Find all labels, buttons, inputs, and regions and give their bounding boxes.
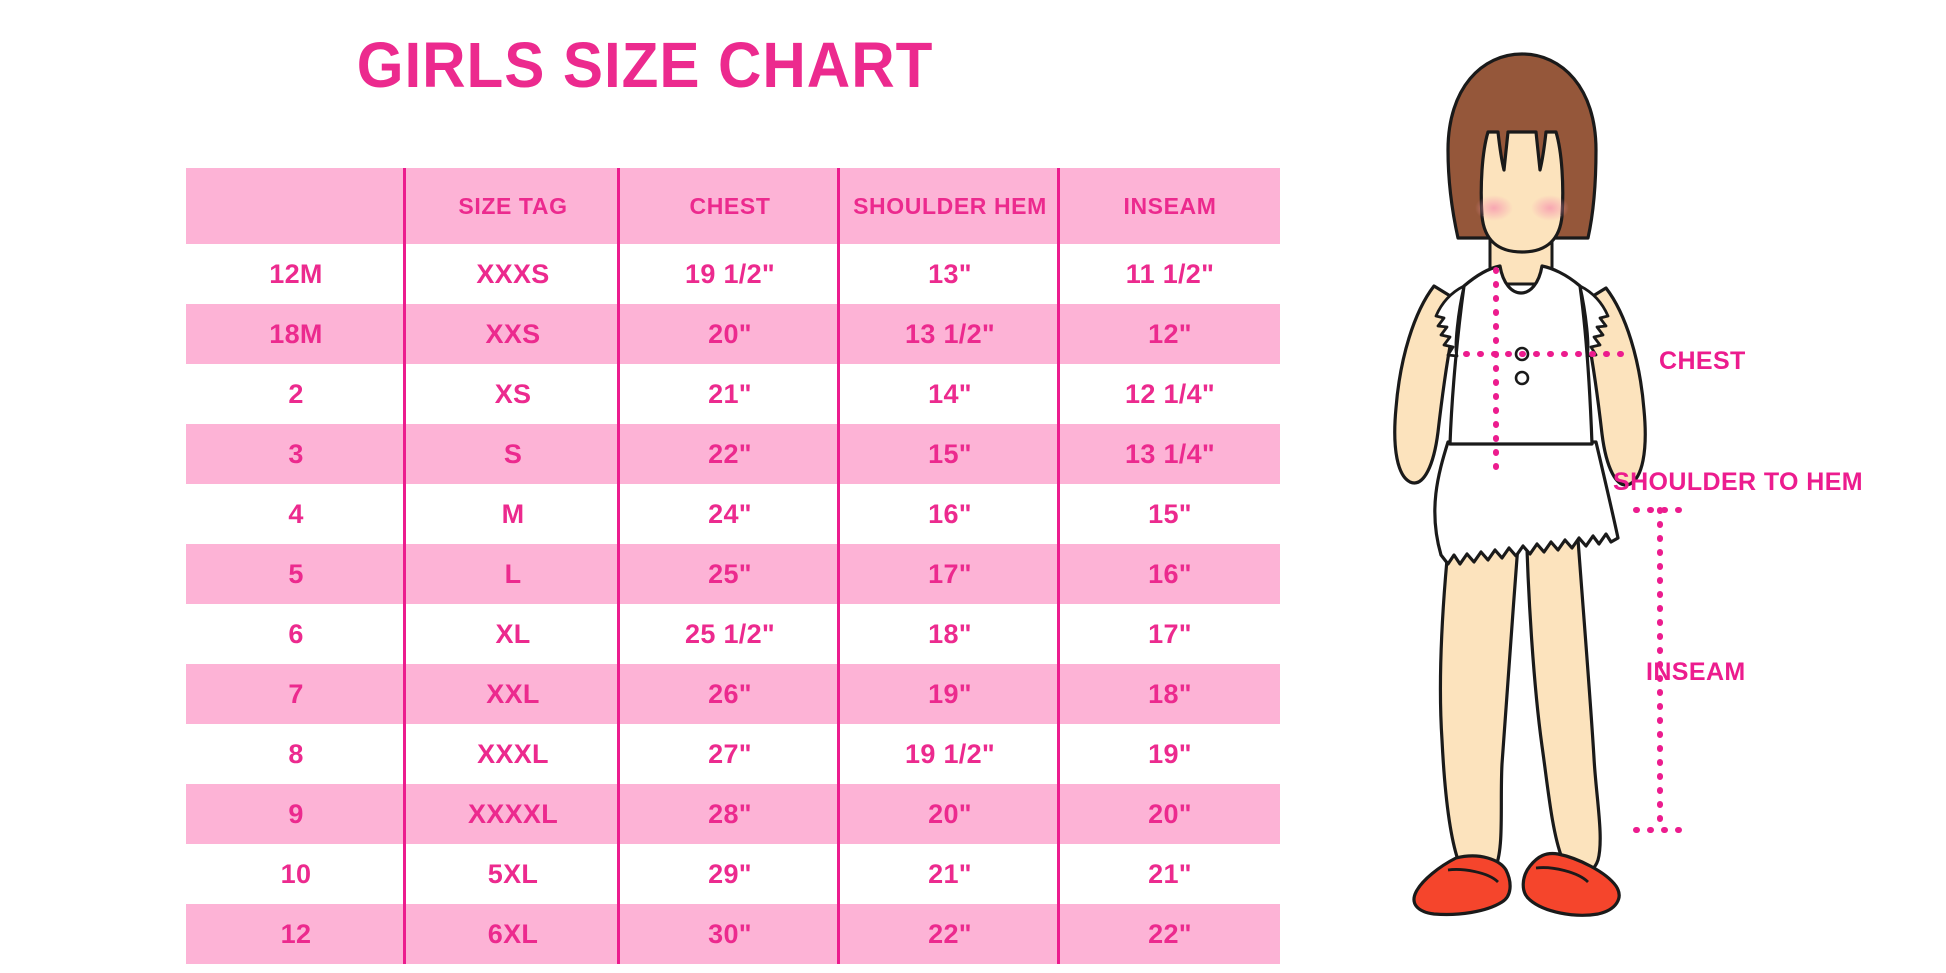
cell-inseam: 12" (1060, 304, 1280, 364)
cell-chest: 20" (620, 304, 840, 364)
table-row: 5 L 25" 17" 16" (186, 544, 1280, 604)
cell-shoulder-hem: 19" (840, 664, 1060, 724)
cell-chest: 24" (620, 484, 840, 544)
cell-size: 2 (186, 364, 406, 424)
cell-size: 3 (186, 424, 406, 484)
cell-size-tag: XXXL (406, 724, 620, 784)
cell-inseam: 19" (1060, 724, 1280, 784)
measurement-label-inseam: INSEAM (1646, 658, 1746, 686)
cell-inseam: 12 1/4" (1060, 364, 1280, 424)
blush-left-icon (1475, 195, 1513, 221)
measurement-label-chest: CHEST (1659, 347, 1746, 375)
shoes-icon (1412, 851, 1621, 917)
table-body: 12M XXXS 19 1/2" 13" 11 1/2" 18M XXS 20" 13 1/2"… (186, 244, 1280, 964)
page-title: GIRLS SIZE CHART (356, 29, 934, 101)
table-row: 2 XS 21" 14" 12 1/4" (186, 364, 1280, 424)
cell-inseam: 22" (1060, 904, 1280, 964)
cell-size: 8 (186, 724, 406, 784)
cell-shoulder-hem: 16" (840, 484, 1060, 544)
table-header-row: SIZE TAG CHEST SHOULDER HEM INSEAM (186, 168, 1280, 244)
cell-size: 7 (186, 664, 406, 724)
table-row: 8 XXXL 27" 19 1/2" 19" (186, 724, 1280, 784)
blush-right-icon (1531, 195, 1569, 221)
cell-inseam: 17" (1060, 604, 1280, 664)
table-header: SIZE TAG CHEST SHOULDER HEM INSEAM (186, 168, 1280, 244)
cell-shoulder-hem: 21" (840, 844, 1060, 904)
cell-size-tag: L (406, 544, 620, 604)
table-row: 7 XXL 26" 19" 18" (186, 664, 1280, 724)
cell-size: 10 (186, 844, 406, 904)
cell-inseam: 15" (1060, 484, 1280, 544)
cell-size: 5 (186, 544, 406, 604)
cell-shoulder-hem: 14" (840, 364, 1060, 424)
cell-chest: 25" (620, 544, 840, 604)
button-lower-icon (1514, 370, 1530, 386)
cell-inseam: 20" (1060, 784, 1280, 844)
column-header-shoulder-hem: SHOULDER HEM (840, 168, 1060, 244)
table-row: 12M XXXS 19 1/2" 13" 11 1/2" (186, 244, 1280, 304)
cell-size: 6 (186, 604, 406, 664)
cell-shoulder-hem: 22" (840, 904, 1060, 964)
cell-chest: 19 1/2" (620, 244, 840, 304)
cell-size-tag: XXL (406, 664, 620, 724)
cell-shoulder-hem: 13 1/2" (840, 304, 1060, 364)
cell-size-tag: XL (406, 604, 620, 664)
cell-chest: 28" (620, 784, 840, 844)
table-row: 3 S 22" 15" 13 1/4" (186, 424, 1280, 484)
cell-chest: 30" (620, 904, 840, 964)
girl-illustration (1330, 40, 1730, 920)
cell-shoulder-hem: 13" (840, 244, 1060, 304)
column-header-size-tag: SIZE TAG (406, 168, 620, 244)
cell-shoulder-hem: 15" (840, 424, 1060, 484)
cell-size-tag: 5XL (406, 844, 620, 904)
size-chart-table-container: SIZE TAG CHEST SHOULDER HEM INSEAM 12M XX… (186, 168, 1280, 964)
sleeve-ruffle-left-icon (1434, 284, 1466, 358)
cell-shoulder-hem: 17" (840, 544, 1060, 604)
table-row: 9 XXXXL 28" 20" 20" (186, 784, 1280, 844)
cell-inseam: 16" (1060, 544, 1280, 604)
skirt-icon (1433, 440, 1620, 566)
cell-chest: 26" (620, 664, 840, 724)
cell-size-tag: 6XL (406, 904, 620, 964)
cell-chest: 25 1/2" (620, 604, 840, 664)
table-row: 18M XXS 20" 13 1/2" 12" (186, 304, 1280, 364)
legs-icon (1438, 508, 1602, 879)
cell-shoulder-hem: 20" (840, 784, 1060, 844)
column-header-chest: CHEST (620, 168, 840, 244)
cell-inseam: 18" (1060, 664, 1280, 724)
cell-chest: 22" (620, 424, 840, 484)
cell-size: 4 (186, 484, 406, 544)
measurement-label-shoulder-to-hem: SHOULDER TO HEM (1613, 468, 1863, 496)
table-row: 12 6XL 30" 22" 22" (186, 904, 1280, 964)
cell-chest: 29" (620, 844, 840, 904)
cell-size: 12M (186, 244, 406, 304)
cell-size-tag: S (406, 424, 620, 484)
cell-inseam: 11 1/2" (1060, 244, 1280, 304)
size-chart-table: SIZE TAG CHEST SHOULDER HEM INSEAM 12M XX… (186, 168, 1280, 964)
column-header-inseam: INSEAM (1060, 168, 1280, 244)
cell-size: 12 (186, 904, 406, 964)
cell-size-tag: XXXXL (406, 784, 620, 844)
cell-size: 9 (186, 784, 406, 844)
table-row: 6 XL 25 1/2" 18" 17" (186, 604, 1280, 664)
cell-size-tag: XXXS (406, 244, 620, 304)
cell-shoulder-hem: 18" (840, 604, 1060, 664)
column-header-size (186, 168, 406, 244)
cell-chest: 27" (620, 724, 840, 784)
sleeve-ruffle-right-icon (1578, 284, 1610, 358)
cell-inseam: 13 1/4" (1060, 424, 1280, 484)
table-row: 4 M 24" 16" 15" (186, 484, 1280, 544)
cell-shoulder-hem: 19 1/2" (840, 724, 1060, 784)
table-row: 10 5XL 29" 21" 21" (186, 844, 1280, 904)
cell-size: 18M (186, 304, 406, 364)
cell-size-tag: XS (406, 364, 620, 424)
cell-chest: 21" (620, 364, 840, 424)
cell-size-tag: M (406, 484, 620, 544)
cell-inseam: 21" (1060, 844, 1280, 904)
head-icon (1446, 52, 1598, 254)
cell-size-tag: XXS (406, 304, 620, 364)
